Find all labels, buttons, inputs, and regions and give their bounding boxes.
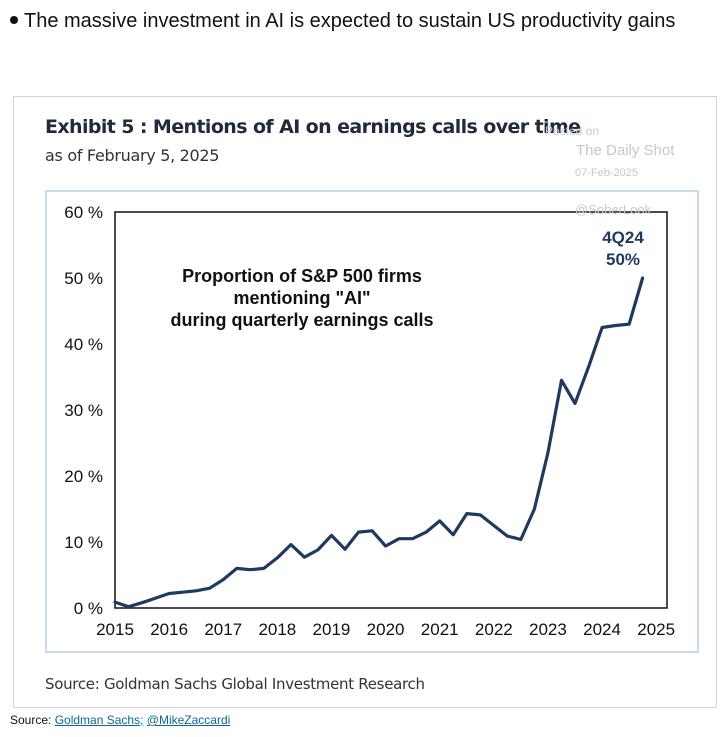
x-tick-label: 2024 — [583, 620, 621, 639]
watermark-date: 07-Feb-2025 — [575, 167, 638, 179]
y-tick-label: 30 % — [64, 401, 103, 420]
x-tick-label: 2017 — [204, 620, 242, 639]
annotation-line: mentioning "AI" — [233, 288, 370, 308]
exhibit-source: Source: Goldman Sachs Global Investment … — [45, 675, 425, 693]
headline-text: The massive investment in AI is expected… — [24, 10, 676, 32]
exhibit-card: Exhibit 5 : Mentions of AI on earnings c… — [13, 96, 717, 708]
series-group — [113, 276, 645, 609]
y-tick-labels: 0 % 10 % 20 % 30 % 40 % 50 % 60 % — [64, 203, 103, 618]
end-label-line: 50% — [606, 250, 640, 269]
y-tick-label: 40 % — [64, 335, 103, 354]
x-tick-label: 2020 — [367, 620, 405, 639]
watermark-name: The Daily Shot — [576, 142, 675, 159]
x-tick-label: 2016 — [150, 620, 188, 639]
x-tick-label: 2019 — [313, 620, 351, 639]
y-tick-label: 60 % — [64, 203, 103, 222]
footer-label: Source: — [10, 713, 52, 727]
plot-frame: 0 % 10 % 20 % 30 % 40 % 50 % 60 % 2015 2016 2017… — [45, 190, 699, 653]
annotation-line: during quarterly earnings calls — [170, 310, 433, 330]
footer-link-goldman[interactable]: Goldman Sachs; — [54, 713, 144, 727]
y-tick-label: 0 % — [74, 599, 103, 618]
end-label-line: 4Q24 — [602, 228, 644, 247]
x-tick-label: 2023 — [529, 620, 567, 639]
x-tick-label: 2022 — [475, 620, 513, 639]
x-tick-label: 2018 — [258, 620, 296, 639]
watermark-handle: @SoberLook — [575, 202, 652, 217]
end-label: 4Q24 50% — [602, 228, 644, 269]
footer: Source: Goldman Sachs; @MikeZaccardi — [10, 713, 230, 727]
annotation-line: Proportion of S&P 500 firms — [182, 266, 422, 286]
y-tick-label: 50 % — [64, 269, 103, 288]
series-line — [113, 276, 645, 609]
line-chart: 0 % 10 % 20 % 30 % 40 % 50 % 60 % 2015 2016 2017… — [64, 203, 675, 639]
bullet-icon — [10, 15, 18, 24]
y-tick-label: 20 % — [64, 467, 103, 486]
y-tick-label: 10 % — [64, 533, 103, 552]
axes — [114, 211, 668, 609]
plot-area-border — [114, 211, 668, 609]
x-tick-label: 2021 — [421, 620, 459, 639]
footer-link-zaccardi[interactable]: @MikeZaccardi — [146, 713, 231, 727]
x-tick-labels: 2015 2016 2017 2018 2019 2020 2021 2022 2023 2024… — [96, 620, 675, 639]
exhibit-title: Exhibit 5 : Mentions of AI on earnings c… — [45, 116, 581, 138]
exhibit-subtitle: as of February 5, 2025 — [45, 146, 220, 165]
x-tick-label: 2015 — [96, 620, 134, 639]
headline: The massive investment in AI is expected… — [10, 10, 675, 33]
x-tick-label: 2025 — [637, 620, 675, 639]
watermark-posted-on: Posted on — [545, 124, 600, 138]
